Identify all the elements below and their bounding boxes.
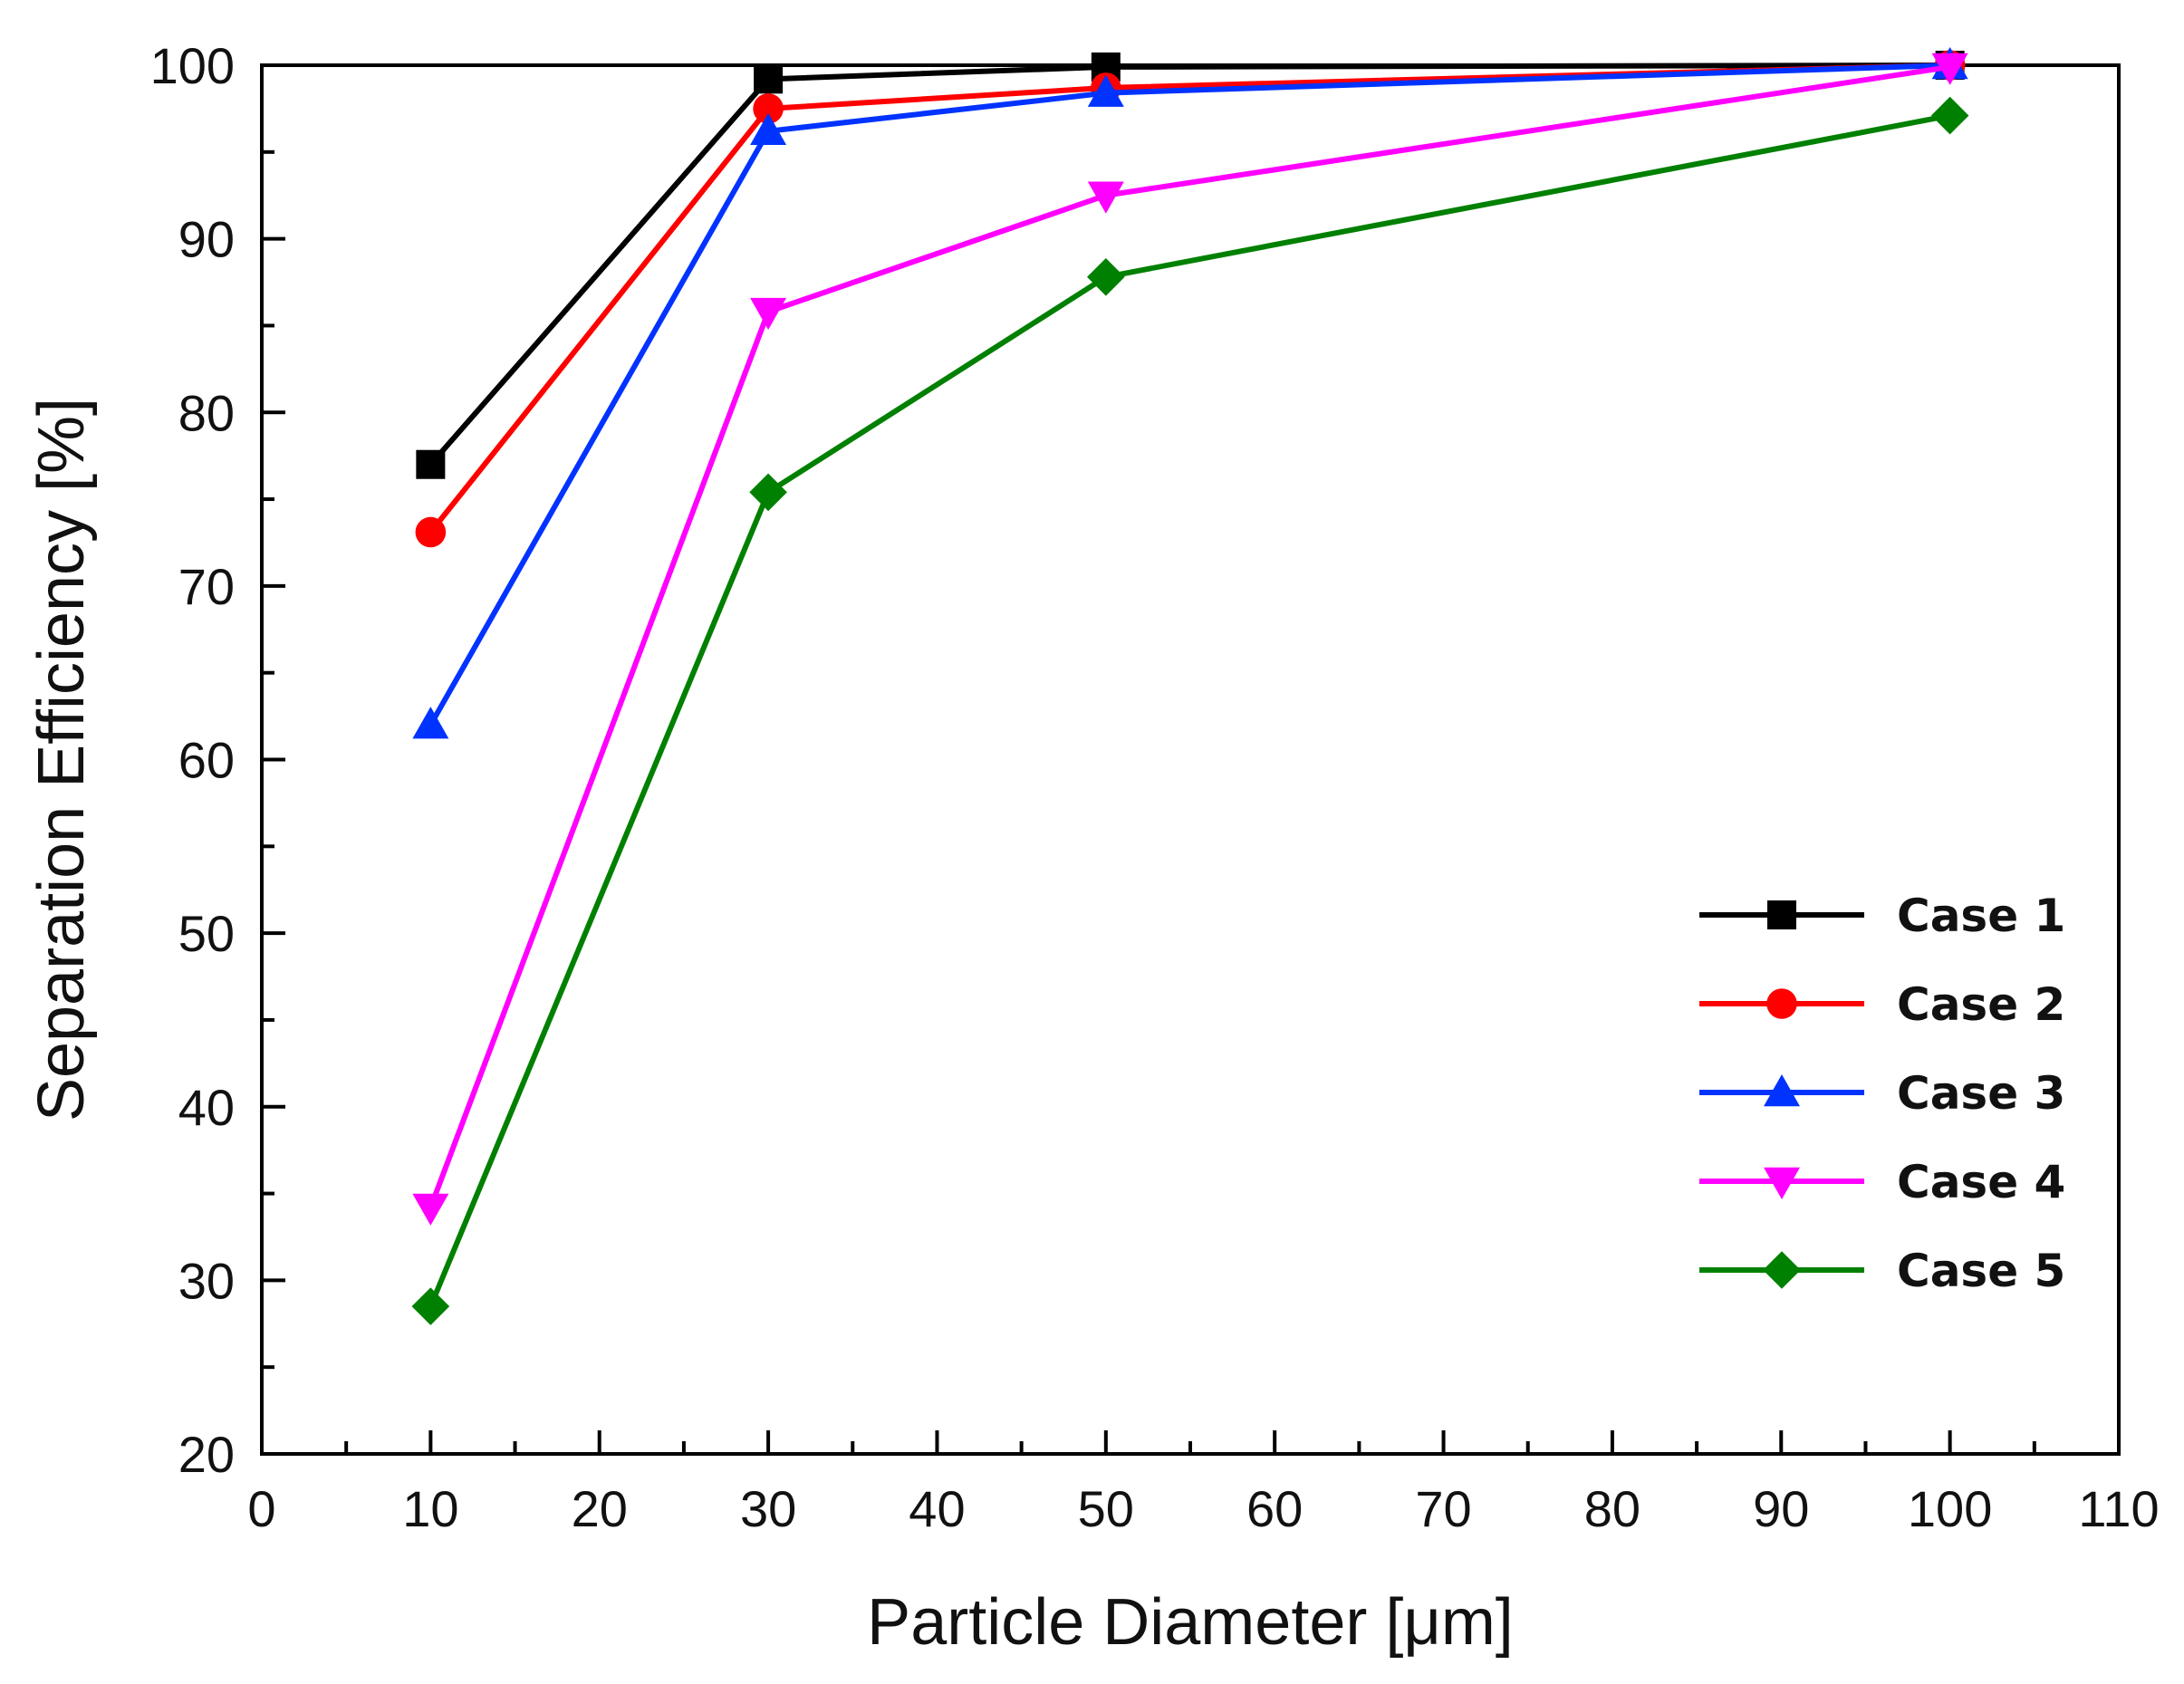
series-line xyxy=(428,63,1950,534)
legend-label: Case 4 xyxy=(1897,1156,2065,1208)
legend: Case 1 Case 2 Case 3 Case 4 Case 5 xyxy=(1699,890,2065,1297)
x-tick-label: 10 xyxy=(402,1480,458,1537)
legend-item: Case 3 xyxy=(1699,1067,2065,1120)
legend-marker xyxy=(1764,1074,1800,1107)
series-case-4 xyxy=(412,53,1968,1226)
legend-label: Case 1 xyxy=(1897,890,2065,942)
legend-marker xyxy=(1764,1167,1800,1199)
data-point xyxy=(1087,257,1125,296)
y-tick-label: 20 xyxy=(178,1426,235,1483)
data-point xyxy=(754,64,784,94)
x-tick-label: 70 xyxy=(1415,1480,1471,1537)
data-point xyxy=(750,297,787,331)
y-tick-label: 100 xyxy=(150,37,235,94)
data-point xyxy=(1087,181,1124,214)
data-point xyxy=(750,112,787,146)
legend-marker xyxy=(1767,900,1796,929)
data-point xyxy=(1930,96,1969,135)
legend-label: Case 3 xyxy=(1897,1067,2065,1120)
series-line xyxy=(428,112,1951,1308)
x-tick-label: 30 xyxy=(740,1480,796,1537)
series-line xyxy=(428,63,1950,467)
x-tick-label: 50 xyxy=(1078,1480,1134,1537)
x-tick-label: 0 xyxy=(247,1480,275,1537)
series-case-1 xyxy=(416,51,1965,479)
axes-layer: 0 10 20 30 40 50 60 70 80 90 100 110 20 30 40 50 60 70 80 9… xyxy=(150,37,2160,1537)
y-tick-label: 90 xyxy=(178,211,235,268)
x-tick-label: 110 xyxy=(2078,1480,2159,1537)
data-point xyxy=(1931,53,1968,85)
series-line xyxy=(428,63,1951,1208)
x-tick-label: 20 xyxy=(572,1480,628,1537)
x-tick-label: 80 xyxy=(1584,1480,1640,1537)
x-tick-label: 60 xyxy=(1246,1480,1303,1537)
x-tick-label: 90 xyxy=(1753,1480,1809,1537)
series-line xyxy=(428,63,1950,727)
data-point xyxy=(1087,74,1124,107)
y-tick-label: 30 xyxy=(178,1252,235,1309)
data-point xyxy=(411,1287,450,1325)
legend-label: Case 5 xyxy=(1897,1245,2065,1297)
legend-item: Case 2 xyxy=(1699,978,2065,1031)
series-layer xyxy=(411,47,1969,1325)
y-tick-label: 40 xyxy=(178,1079,235,1136)
series-case-5 xyxy=(411,96,1969,1325)
data-point xyxy=(749,473,787,512)
plot-frame xyxy=(260,63,2121,1456)
y-tick-label: 60 xyxy=(178,732,235,789)
y-tick-label: 80 xyxy=(178,384,235,441)
legend-label: Case 2 xyxy=(1897,978,2065,1031)
legend-item: Case 5 xyxy=(1699,1245,2065,1297)
x-tick-label: 100 xyxy=(1908,1480,1992,1537)
legend-marker xyxy=(1763,1251,1801,1289)
data-point xyxy=(753,93,784,124)
data-point xyxy=(412,1193,449,1226)
data-point xyxy=(416,449,446,479)
series-case-2 xyxy=(415,50,1966,548)
data-point xyxy=(412,707,449,739)
x-axis-title: Particle Diameter [μm] xyxy=(867,1586,1514,1659)
legend-item: Case 4 xyxy=(1699,1156,2065,1208)
x-tick-label: 40 xyxy=(909,1480,965,1537)
y-tick-label: 50 xyxy=(178,905,235,962)
legend-marker xyxy=(1766,988,1797,1019)
legend-item: Case 1 xyxy=(1699,890,2065,942)
y-axis-title: Separation Efficiency [%] xyxy=(25,398,98,1121)
y-tick-label: 70 xyxy=(178,558,235,615)
data-point xyxy=(415,516,447,548)
